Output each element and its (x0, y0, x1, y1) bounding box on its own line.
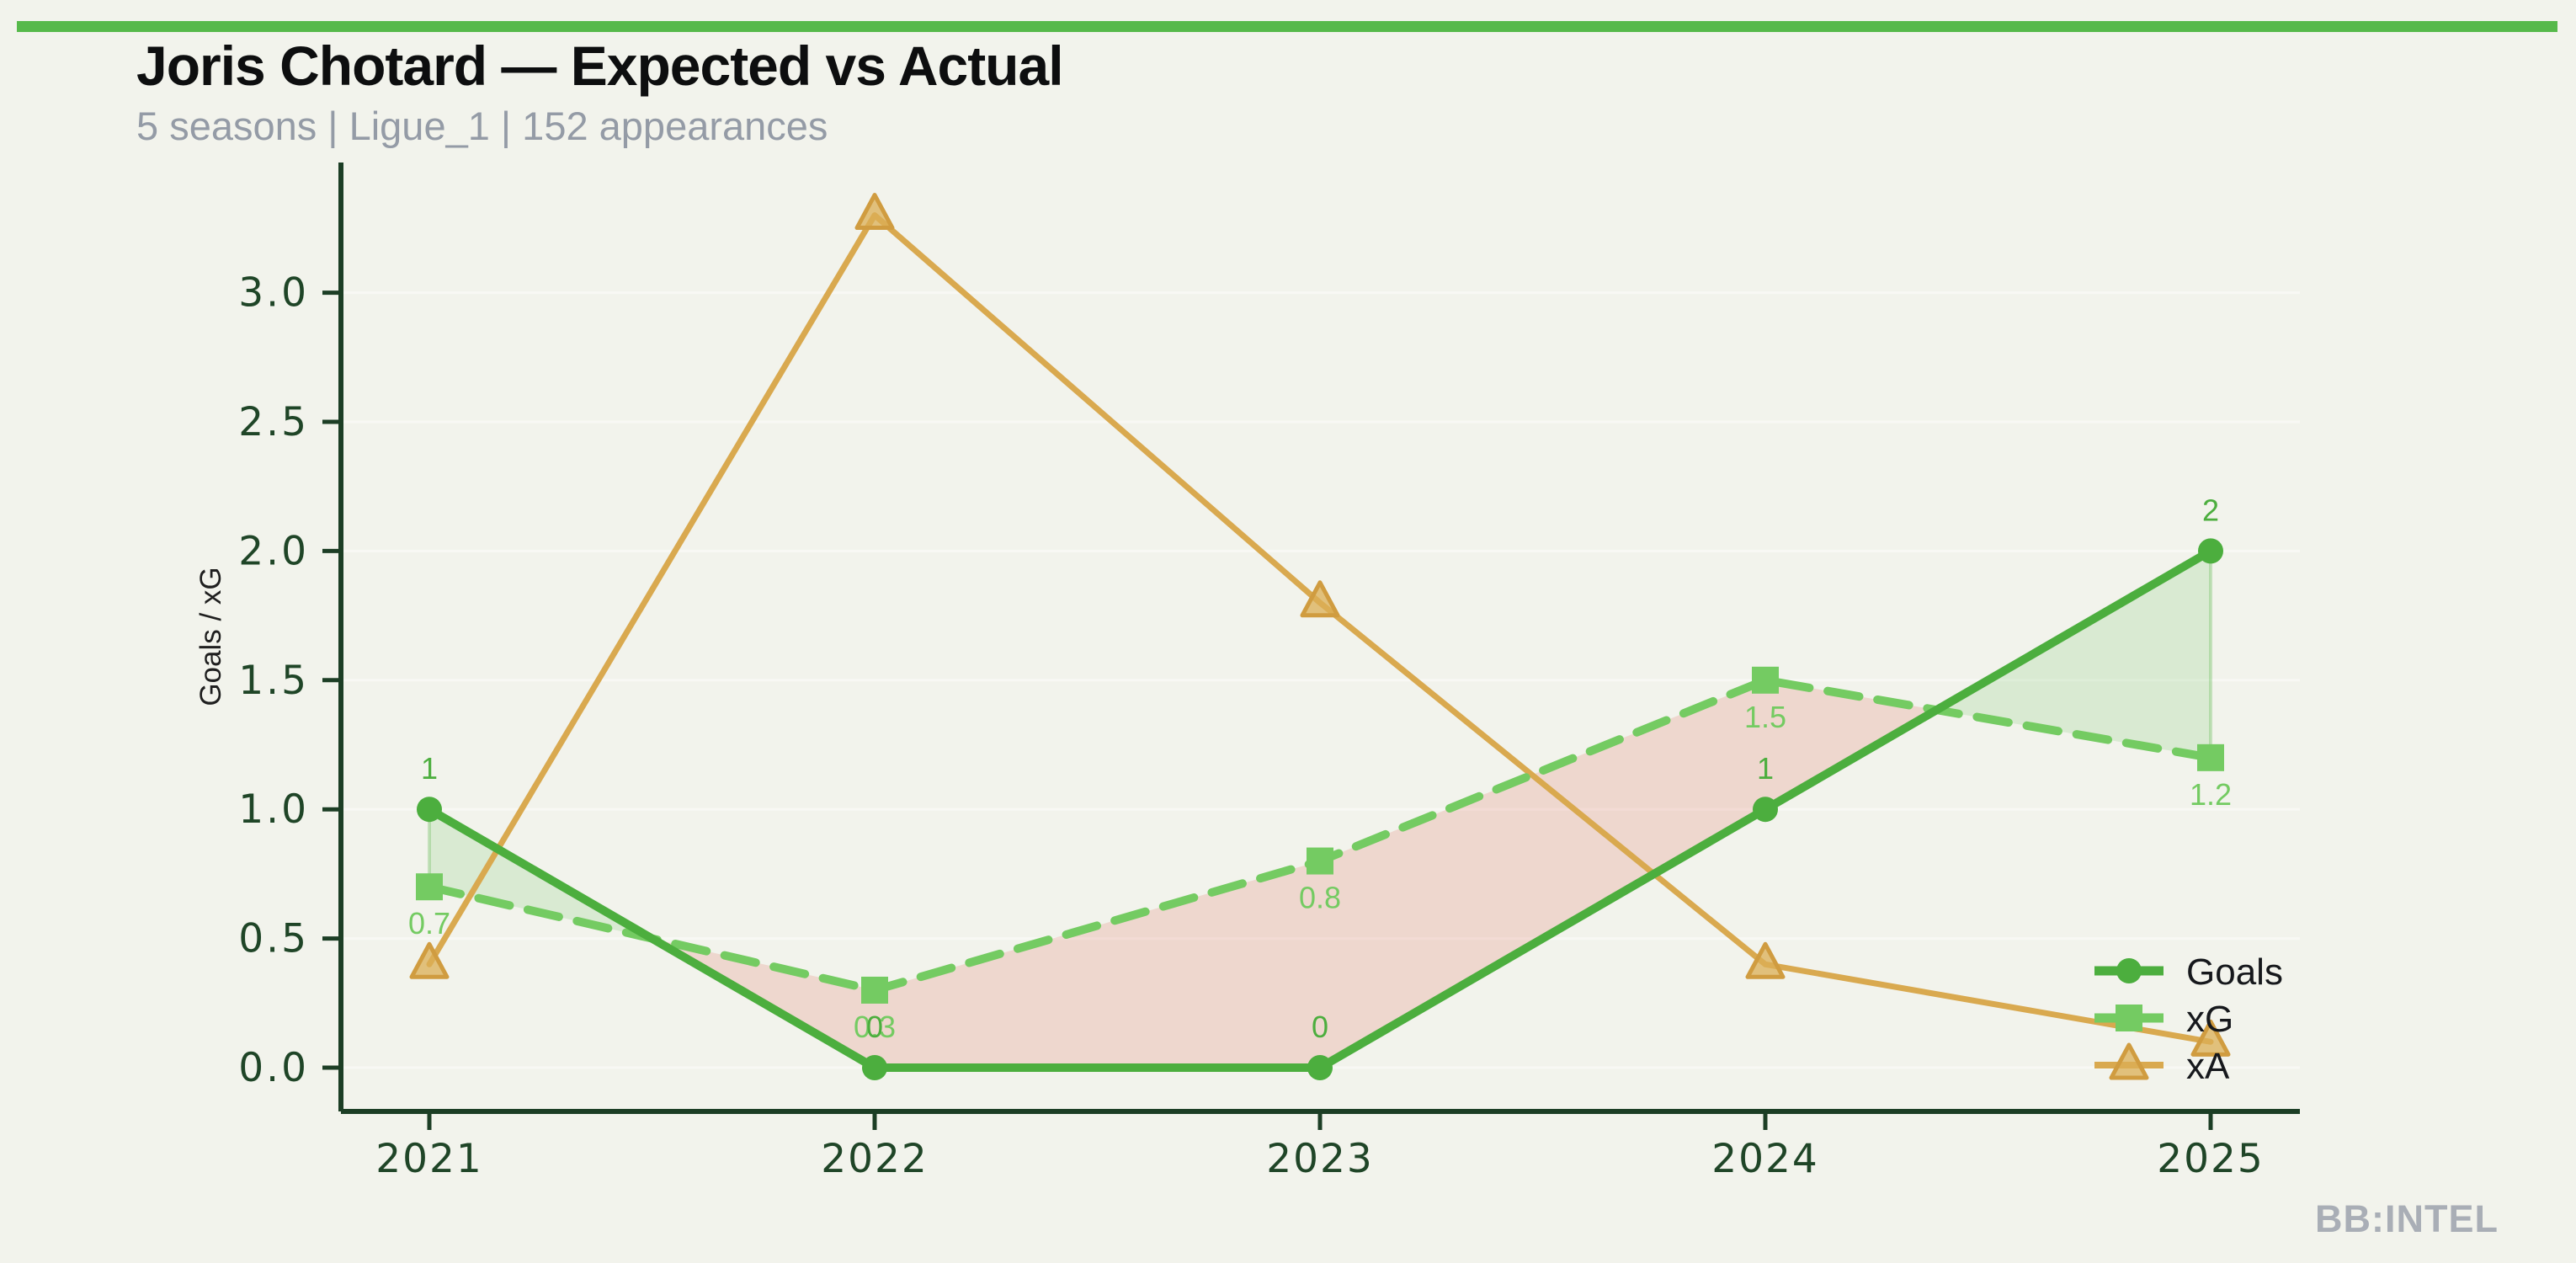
xa-marker (2109, 1042, 2149, 1080)
y-tick-label: 2.0 (238, 528, 309, 574)
xa-marker (1745, 941, 1786, 979)
legend: Goals xG xA (2094, 951, 2283, 1087)
goals-marker (2198, 538, 2223, 564)
xg-series: 0.7 0.3 0.8 1.5 1.2 (408, 666, 2232, 1044)
xg-marker (416, 873, 443, 901)
xa-marker (854, 193, 895, 231)
fill-surplus (1940, 551, 2211, 758)
goals-marker (1753, 797, 1778, 823)
xa-marker (2190, 1019, 2231, 1057)
xg-data-label: 1.2 (2190, 777, 2232, 812)
xg-data-label: 0.8 (1299, 881, 1341, 915)
xg-data-label: 0.7 (408, 906, 450, 941)
goals-marker (862, 1055, 887, 1080)
y-tick-label: 0.0 (238, 1045, 309, 1091)
xa-series (409, 193, 2231, 1057)
goals-series: 1 0 0 1 2 (417, 493, 2223, 1080)
fill-deficit (655, 679, 1940, 1068)
legend-label: xG (2186, 999, 2233, 1040)
legend-item-goals: Goals (2094, 951, 2283, 993)
xg-data-label: 1.5 (1744, 700, 1786, 734)
xg-marker (1752, 666, 1779, 694)
x-tick-label: 2021 (375, 1136, 483, 1182)
y-tick-label: 0.5 (238, 916, 309, 962)
xg-marker (1307, 847, 1333, 875)
legend-label: xA (2186, 1046, 2230, 1087)
xa-marker (409, 941, 450, 979)
y-tick-label: 1.0 (238, 786, 309, 833)
goals-marker (2116, 958, 2142, 983)
goals-data-label: 0 (866, 1010, 883, 1044)
xg-marker (861, 976, 888, 1004)
y-axis-title: Goals / xG (194, 567, 227, 706)
y-tick-label: 2.5 (238, 399, 309, 445)
page-title: Joris Chotard — Expected vs Actual (136, 35, 1064, 97)
watermark-logo: BB:INTEL (2315, 1197, 2499, 1240)
fill-surplus (429, 809, 656, 941)
xg-marker (2197, 743, 2224, 771)
legend-item-xa: xA (2094, 1042, 2230, 1087)
goals-data-label: 1 (1757, 751, 1774, 786)
chart-header: Joris Chotard — Expected vs Actual 5 sea… (136, 34, 1064, 149)
goals-marker (1307, 1055, 1333, 1080)
x-tick-label: 2022 (821, 1136, 929, 1182)
goals-data-label: 1 (421, 751, 438, 786)
x-tick-label: 2024 (1711, 1136, 1819, 1182)
y-tick-label: 3.0 (238, 270, 309, 317)
y-tick-label: 1.5 (238, 658, 309, 704)
goals-data-label: 0 (1312, 1010, 1328, 1044)
xg-marker (2116, 1005, 2142, 1031)
goals-vs-xg-fill (428, 551, 2212, 1068)
accent-bar (17, 21, 2557, 32)
xg-data-label: 0.3 (854, 1010, 896, 1044)
legend-label: Goals (2186, 951, 2283, 993)
legend-item-xg: xG (2094, 999, 2233, 1040)
goals-marker (417, 797, 442, 823)
xa-marker (1300, 580, 1340, 618)
goals-data-label: 2 (2202, 493, 2219, 527)
page-subtitle: 5 seasons | Ligue_1 | 152 appearances (136, 104, 828, 148)
x-tick-label: 2023 (1266, 1136, 1374, 1182)
x-tick-label: 2025 (2157, 1136, 2265, 1182)
